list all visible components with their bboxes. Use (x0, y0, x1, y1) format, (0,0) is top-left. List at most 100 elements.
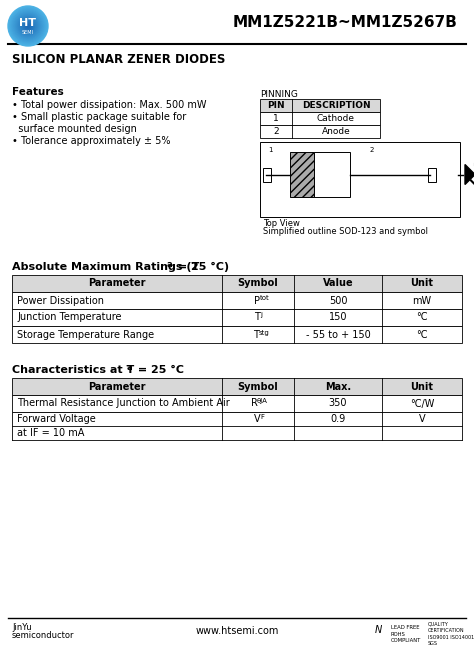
Text: at IF = 10 mA: at IF = 10 mA (17, 428, 84, 438)
Bar (290, 152, 314, 197)
Text: HT: HT (19, 18, 36, 28)
Text: 2: 2 (370, 147, 374, 153)
Text: PINNING: PINNING (260, 90, 298, 99)
Text: Thermal Resistance Junction to Ambient Air: Thermal Resistance Junction to Ambient A… (17, 399, 230, 409)
Circle shape (9, 7, 47, 45)
Text: j: j (260, 312, 262, 318)
Text: stg: stg (259, 330, 270, 336)
Bar (12, 326, 462, 343)
Bar (12, 275, 462, 292)
Text: 500: 500 (329, 295, 347, 306)
Text: °C: °C (416, 330, 428, 340)
Circle shape (13, 11, 43, 41)
Text: DESCRIPTION: DESCRIPTION (301, 101, 370, 110)
Polygon shape (465, 165, 474, 184)
Text: • Total power dissipation: Max. 500 mW: • Total power dissipation: Max. 500 mW (12, 100, 207, 110)
Circle shape (12, 10, 44, 42)
Circle shape (26, 24, 30, 28)
Text: • Small plastic package suitable for: • Small plastic package suitable for (12, 112, 186, 122)
Circle shape (8, 6, 48, 46)
Text: PIN: PIN (267, 101, 285, 110)
Text: a: a (127, 363, 133, 372)
Bar (12, 292, 462, 309)
Text: Simplified outline SOD-123 and symbol: Simplified outline SOD-123 and symbol (263, 227, 428, 236)
Text: Anode: Anode (322, 127, 350, 136)
Text: - 55 to + 150: - 55 to + 150 (306, 330, 370, 340)
Bar (260, 142, 460, 217)
Text: Symbol: Symbol (237, 381, 278, 391)
Text: • Tolerance approximately ± 5%: • Tolerance approximately ± 5% (12, 136, 171, 146)
Circle shape (25, 23, 31, 29)
Text: a: a (167, 260, 173, 269)
Circle shape (14, 12, 42, 40)
Circle shape (27, 25, 29, 27)
Bar (263, 168, 271, 182)
Text: °C/W: °C/W (410, 399, 434, 409)
Bar (12, 395, 462, 412)
Text: P: P (254, 295, 260, 306)
Text: Power Dissipation: Power Dissipation (17, 295, 104, 306)
Text: Unit: Unit (410, 279, 434, 289)
Text: Parameter: Parameter (88, 279, 146, 289)
Text: Value: Value (323, 279, 353, 289)
Bar (12, 412, 462, 426)
Circle shape (17, 15, 39, 37)
Text: www.htsemi.com: www.htsemi.com (195, 626, 279, 636)
Bar (428, 168, 436, 182)
Text: QUALITY
CERTIFICATION
ISO9001 ISO14001
SGS: QUALITY CERTIFICATION ISO9001 ISO14001 S… (428, 622, 474, 647)
Text: 150: 150 (329, 312, 347, 322)
Text: V: V (419, 414, 425, 424)
Text: Top View: Top View (263, 219, 300, 228)
Text: 350: 350 (329, 399, 347, 409)
Text: 0.9: 0.9 (330, 414, 346, 424)
Text: Forward Voltage: Forward Voltage (17, 414, 96, 424)
Bar (314, 152, 350, 197)
Text: Max.: Max. (325, 381, 351, 391)
Text: Unit: Unit (410, 381, 434, 391)
Bar (260, 125, 380, 138)
Bar (260, 112, 380, 125)
Bar (12, 378, 462, 395)
Text: = 25 °C): = 25 °C) (174, 262, 229, 272)
Circle shape (22, 20, 34, 32)
Text: 1: 1 (273, 114, 279, 123)
Circle shape (16, 14, 40, 38)
Text: JinYu: JinYu (12, 623, 32, 632)
Text: mW: mW (412, 295, 431, 306)
Text: SILICON PLANAR ZENER DIODES: SILICON PLANAR ZENER DIODES (12, 53, 225, 66)
Text: Symbol: Symbol (237, 279, 278, 289)
Circle shape (19, 17, 37, 35)
Text: θJA: θJA (257, 399, 268, 405)
Text: SEMI: SEMI (22, 29, 34, 34)
Bar (12, 309, 462, 326)
Text: T: T (254, 312, 260, 322)
Text: Absolute Maximum Ratings (T: Absolute Maximum Ratings (T (12, 262, 199, 272)
Text: Features: Features (12, 87, 64, 97)
Circle shape (11, 9, 45, 43)
Text: MM1Z5221B~MM1Z5267B: MM1Z5221B~MM1Z5267B (233, 15, 458, 30)
Text: Characteristics at T: Characteristics at T (12, 365, 134, 375)
Text: LEAD FREE
ROHS
COMPLIANT: LEAD FREE ROHS COMPLIANT (391, 625, 421, 643)
Circle shape (24, 22, 32, 30)
Text: semiconductor: semiconductor (12, 631, 74, 640)
Text: V: V (254, 414, 261, 424)
Circle shape (15, 13, 41, 39)
Text: T: T (253, 330, 259, 340)
Text: 1: 1 (268, 147, 273, 153)
Circle shape (18, 16, 38, 36)
Text: = 25 °C: = 25 °C (134, 365, 184, 375)
Circle shape (20, 18, 36, 34)
Circle shape (23, 21, 33, 31)
Text: Junction Temperature: Junction Temperature (17, 312, 121, 322)
Text: Parameter: Parameter (88, 381, 146, 391)
Circle shape (21, 19, 35, 33)
Text: R: R (251, 399, 258, 409)
Text: surface mounted design: surface mounted design (12, 124, 137, 134)
Text: °C: °C (416, 312, 428, 322)
Text: Cathode: Cathode (317, 114, 355, 123)
Text: Storage Temperature Range: Storage Temperature Range (17, 330, 154, 340)
Circle shape (10, 8, 46, 44)
Text: 2: 2 (273, 127, 279, 136)
Bar (260, 99, 380, 112)
Text: F: F (260, 414, 264, 420)
